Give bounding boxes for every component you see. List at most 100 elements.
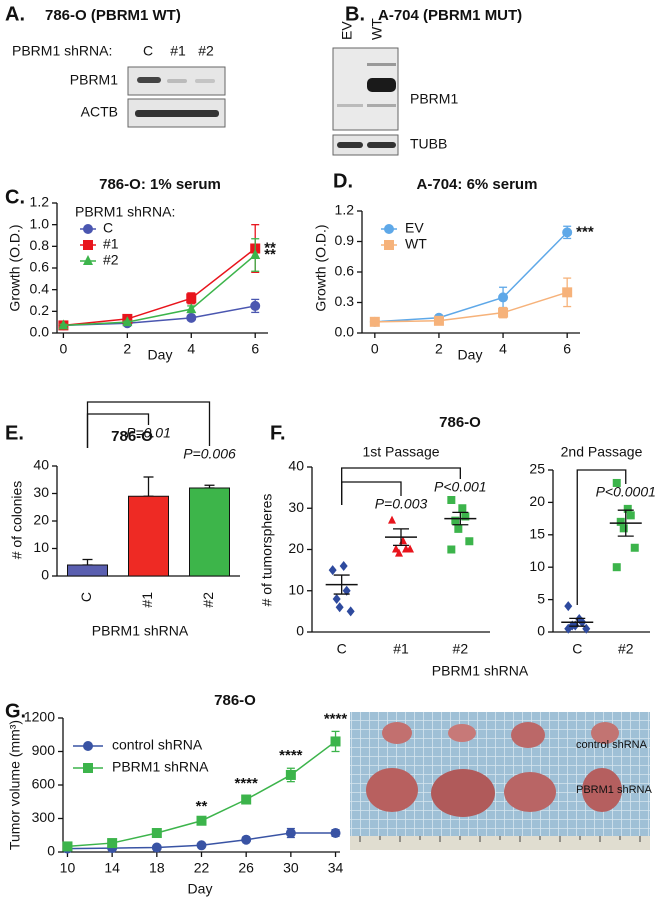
marker [447,545,456,554]
marker [250,300,261,311]
marker [250,249,261,259]
subplot-title: 1st Passage [362,444,439,460]
legend-marker [83,224,93,234]
bar [128,495,169,577]
y-tick-label: 30 [288,499,304,515]
y-tick-label: 0.6 [30,259,50,275]
annotation: ** [264,239,276,256]
y-tick-label: 30 [33,484,49,500]
panel-label: F. [270,422,286,444]
marker [151,842,162,853]
marker [454,524,463,533]
y-tick-label: 0.3 [335,293,355,309]
y-axis-label: Tumor volume (mm³) [7,720,23,850]
blot-label: PBRM1 [70,72,118,88]
marker [285,828,296,839]
blot-label: PBRM1 [410,91,458,107]
x-tick-label: 0 [59,341,67,357]
marker [447,496,456,504]
x-tick-label: C [572,641,582,657]
marker [58,319,69,330]
x-tick-label: C [78,592,94,602]
y-tick-label: 0.8 [30,237,50,253]
marker [330,736,341,747]
x-tick-label: 22 [194,860,210,876]
x-tick-label: #2 [618,641,634,657]
annotation: **** [324,710,348,727]
bar [67,564,108,577]
bracket [86,401,211,448]
y-tick-label: 0.4 [30,280,50,296]
legend-marker [83,741,93,751]
x-tick-label: 14 [104,860,120,876]
y-axis-label: # of colonies [9,481,25,560]
marker [186,312,197,323]
x-tick-label: #2 [200,592,216,608]
marker [62,841,73,852]
y-tick-label: 1.0 [30,215,50,231]
y-axis-label: Growth (O.D.) [7,224,23,311]
marker [335,602,344,613]
legend-marker [384,240,394,250]
panel-label: A. [5,3,25,25]
annotation: P=0.01 [126,425,171,441]
panel-title: A-704 (PBRM1 MUT) [378,7,522,24]
y-tick-label: 5 [537,590,545,606]
x-tick-label: #1 [139,592,155,608]
marker [395,548,403,557]
panel-label: E. [5,422,24,444]
annotation: *** [576,223,594,240]
panel-label: D. [333,170,353,192]
marker [369,316,380,327]
tumor-photo [350,712,650,850]
marker [451,516,460,525]
legend-label: EV [405,220,424,236]
bracket [576,469,627,605]
marker [461,512,470,521]
legend-marker [83,255,93,265]
y-tick-label: 15 [529,526,545,542]
blot-label: TUBB [410,136,447,152]
annotation: ** [196,798,208,815]
marker [151,828,162,839]
x-tick-label: 30 [283,860,299,876]
annotation: P<0.001 [434,479,487,495]
marker [196,815,207,826]
x-tick-label: 6 [563,341,571,357]
marker [498,307,509,318]
x-tick-label: 0 [371,341,379,357]
panel-title: 786-O (PBRM1 WT) [45,7,181,24]
x-tick-label: 34 [328,860,344,876]
y-tick-label: 0 [47,843,55,859]
x-tick-label: 2 [123,341,131,357]
marker [458,504,467,513]
x-axis-label: PBRM1 shRNA [92,623,189,639]
annotation: P<0.0001 [596,484,656,500]
y-tick-label: 1.2 [30,194,50,210]
y-tick-label: 0.2 [30,302,50,318]
marker [564,601,573,612]
chart-title: 786-O [111,428,153,445]
panel-label: C. [5,186,25,208]
y-tick-label: 0.0 [335,324,355,340]
chart-title: 786-O [439,414,481,431]
y-tick-label: 25 [529,461,545,477]
x-axis-label: Day [188,881,213,897]
series-line [374,291,568,323]
y-tick-label: 0.6 [335,263,355,279]
y-axis-label: # of tumorspheres [259,494,275,607]
photo-label: PBRM1 shRNA [576,784,652,796]
series-line [63,254,256,327]
legend-title: PBRM1 shRNA: [75,204,175,220]
lane-label: #2 [198,43,214,59]
lane-label: #1 [170,43,186,59]
bar [189,487,230,577]
y-tick-label: 0 [41,567,49,583]
marker [562,227,573,238]
marker [330,828,341,839]
marker [285,769,296,780]
annotation: P=0.003 [375,496,428,512]
legend-label: control shRNA [112,737,203,753]
x-tick-label: 18 [149,860,165,876]
